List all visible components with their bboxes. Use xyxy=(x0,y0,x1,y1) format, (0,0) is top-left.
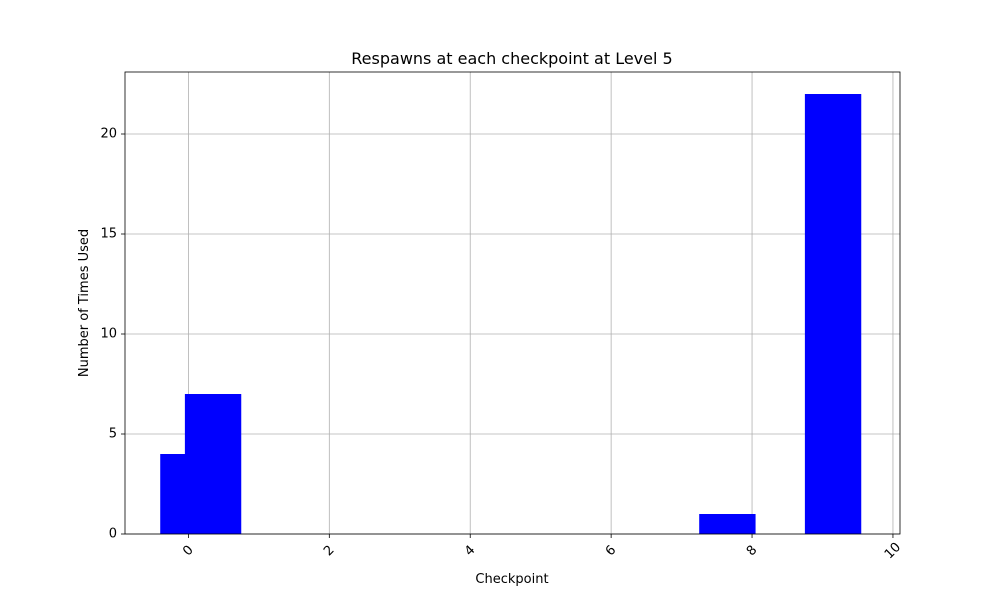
bar xyxy=(184,394,242,534)
x-axis-label: Checkpoint xyxy=(475,572,548,587)
y-tick-label: 15 xyxy=(100,227,117,242)
x-tick-label: 2 xyxy=(321,543,337,559)
plot-frame xyxy=(124,71,901,535)
bar xyxy=(804,94,862,534)
y-tick-label: 20 xyxy=(100,127,117,142)
y-axis-label: Number of Times Used xyxy=(77,229,92,377)
x-axis-ticks: 0 2 4 6 8 10 xyxy=(180,534,904,562)
x-tick-label: 6 xyxy=(603,543,619,559)
x-tick-label: 10 xyxy=(882,540,904,562)
bars xyxy=(160,94,862,534)
chart-title: Respawns at each checkpoint at Level 5 xyxy=(351,49,672,68)
y-tick-label: 10 xyxy=(100,327,117,342)
y-tick-label: 0 xyxy=(109,527,117,542)
x-tick-label: 0 xyxy=(180,543,196,559)
x-tick-label: 8 xyxy=(744,543,760,559)
y-tick-label: 5 xyxy=(109,427,117,442)
bar xyxy=(699,514,756,534)
y-axis-ticks: 0 5 10 15 20 xyxy=(100,127,125,542)
x-tick-label: 4 xyxy=(462,543,478,559)
